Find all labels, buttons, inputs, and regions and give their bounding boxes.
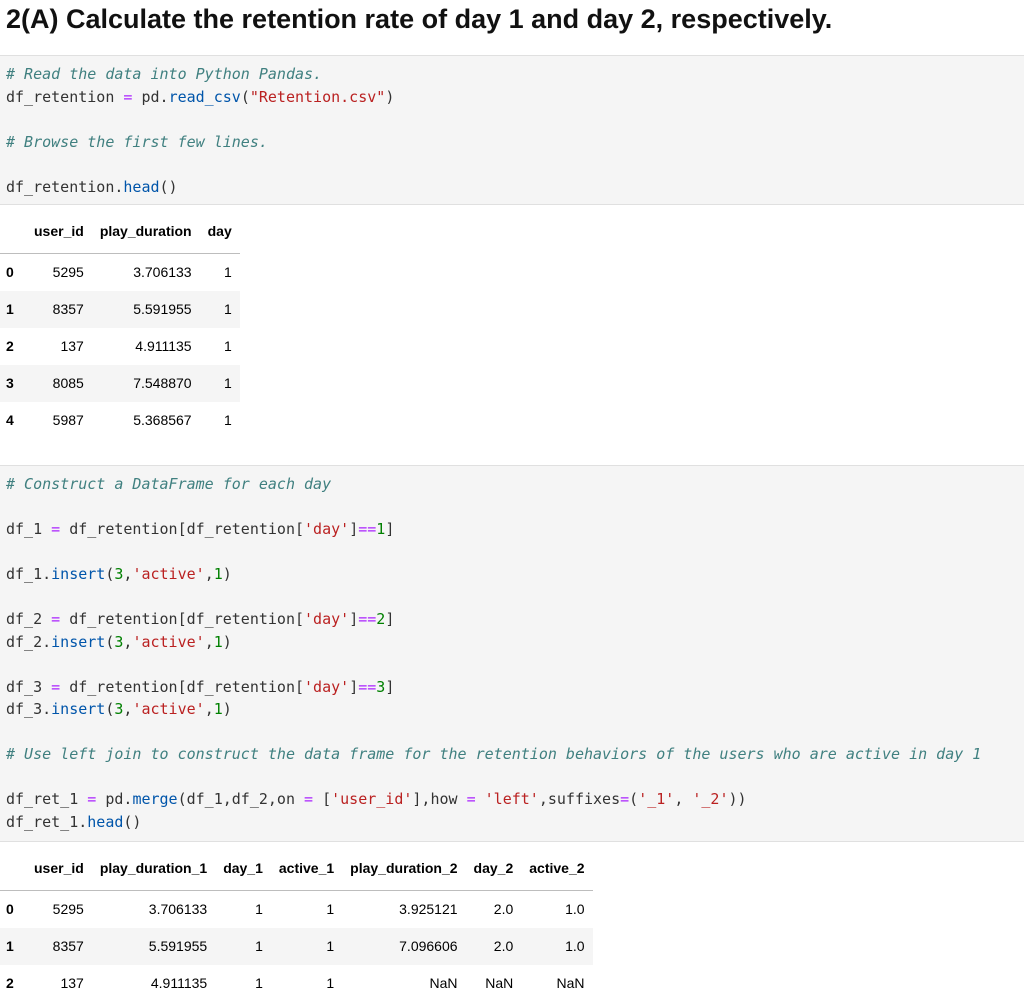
column-header: user_id — [26, 846, 92, 891]
table-row: 0 5295 3.706133 1 1 3.925121 2.0 1.0 — [0, 891, 593, 928]
table-cell: 7.548870 — [133, 375, 192, 391]
table-row: 2 137 4.911135 1 1 NaN NaN NaN — [0, 965, 593, 1002]
table-cell: 5.591955 — [133, 301, 192, 317]
column-header: day_2 — [465, 846, 522, 891]
table-cell: 1 — [326, 938, 335, 954]
table-cell: 4.911135 — [135, 338, 192, 354]
column-header: day — [199, 209, 240, 254]
column-header: active_2 — [521, 846, 593, 891]
page-heading: 2(A) Calculate the retention rate of day… — [6, 4, 833, 34]
code-token: "Retention.csv" — [249, 87, 386, 106]
code-token: head — [123, 177, 160, 196]
table-cell: 8357 — [52, 938, 84, 954]
table-cell: 3.925121 — [399, 901, 458, 918]
column-header: user_id — [26, 209, 92, 254]
table-cell: 4.911135 — [150, 975, 208, 991]
table-cell: 1 — [326, 901, 335, 918]
table-cell: NaN — [429, 975, 458, 991]
column-header: play_duration_2 — [342, 846, 466, 891]
table-cell: 5295 — [52, 264, 84, 281]
code-cell-construct-dataframes[interactable]: # Construct a DataFrame for each day df_… — [0, 465, 1024, 842]
code-comment: # Browse the first few lines. — [6, 132, 268, 151]
table-row: 1 8357 5.591955 1 1 7.096606 2.0 1.0 — [0, 927, 593, 965]
table-row: 3 8085 7.548870 1 — [0, 364, 240, 402]
table-cell: 8357 — [52, 301, 84, 317]
table-cell: 1 — [223, 338, 232, 354]
table-cell: 2.0 — [493, 938, 514, 954]
table-cell: 7.096606 — [399, 938, 458, 954]
table-cell: 1.0 — [565, 901, 585, 918]
table-cell: 1 — [255, 901, 263, 918]
table-cell: 137 — [60, 338, 84, 354]
table-row: 2 137 4.911135 1 — [0, 328, 240, 365]
code-token: ( — [240, 87, 250, 106]
table-cell: 1 — [326, 975, 335, 991]
code-token: pd. — [141, 87, 169, 106]
column-header: play_duration — [91, 209, 200, 254]
table-cell: 5987 — [52, 412, 84, 428]
code-token: ) — [385, 87, 395, 106]
code-comment: # Use left join to construct the data fr… — [6, 745, 982, 763]
table-cell: 5.591955 — [148, 938, 208, 954]
table-cell: NaN — [485, 975, 514, 991]
code-token: df_retention — [6, 87, 115, 106]
table-cell: 1 — [255, 975, 263, 991]
table-cell: 3.706133 — [133, 264, 192, 281]
row-index: 4 — [6, 412, 14, 428]
table-row: 0 5295 3.706133 1 — [0, 254, 240, 291]
dataframe-output-merged: user_id play_duration_1 day_1 active_1 play_… — [0, 846, 593, 1002]
column-header: play_duration_1 — [91, 846, 216, 891]
table-cell: 2.0 — [493, 901, 514, 918]
table-cell: 1 — [223, 375, 232, 391]
code-comment: # Construct a DataFrame for each day — [6, 475, 332, 493]
row-index: 2 — [6, 975, 14, 991]
table-row: 4 5987 5.368567 1 — [0, 402, 240, 439]
code-token: df_retention. — [6, 177, 124, 196]
table-row: 1 8357 5.591955 1 — [0, 290, 240, 328]
row-index: 0 — [6, 901, 14, 918]
index-header — [0, 209, 26, 254]
row-index: 1 — [6, 938, 14, 954]
column-header: active_1 — [270, 846, 343, 891]
table-cell: 5295 — [52, 901, 84, 918]
table-cell: 8085 — [52, 375, 84, 391]
column-header: day_1 — [215, 846, 271, 891]
code-token: = — [123, 87, 133, 106]
table-cell: 1.0 — [565, 938, 585, 954]
table-cell: 5.368567 — [133, 412, 192, 428]
code-token: () — [159, 177, 178, 196]
row-index: 3 — [6, 375, 14, 391]
table-cell: 3.706133 — [148, 901, 208, 918]
table-cell: 1 — [223, 264, 232, 281]
table-cell: 1 — [223, 301, 232, 317]
code-comment: # Read the data into Python Pandas. — [6, 65, 323, 83]
code-cell-read-data[interactable]: # Read the data into Python Pandas. df_r… — [0, 55, 1024, 205]
dataframe-output-head: user_id play_duration day 0 5295 3.706133 1 1 8… — [0, 209, 240, 439]
table-cell: 1 — [255, 938, 263, 954]
row-index: 2 — [6, 338, 14, 354]
index-header — [0, 846, 26, 891]
table-cell: NaN — [556, 975, 585, 991]
code-token: read_csv — [168, 87, 241, 106]
row-index: 1 — [6, 301, 14, 317]
table-cell: 137 — [60, 975, 84, 991]
table-cell: 1 — [223, 412, 232, 428]
row-index: 0 — [6, 264, 14, 281]
